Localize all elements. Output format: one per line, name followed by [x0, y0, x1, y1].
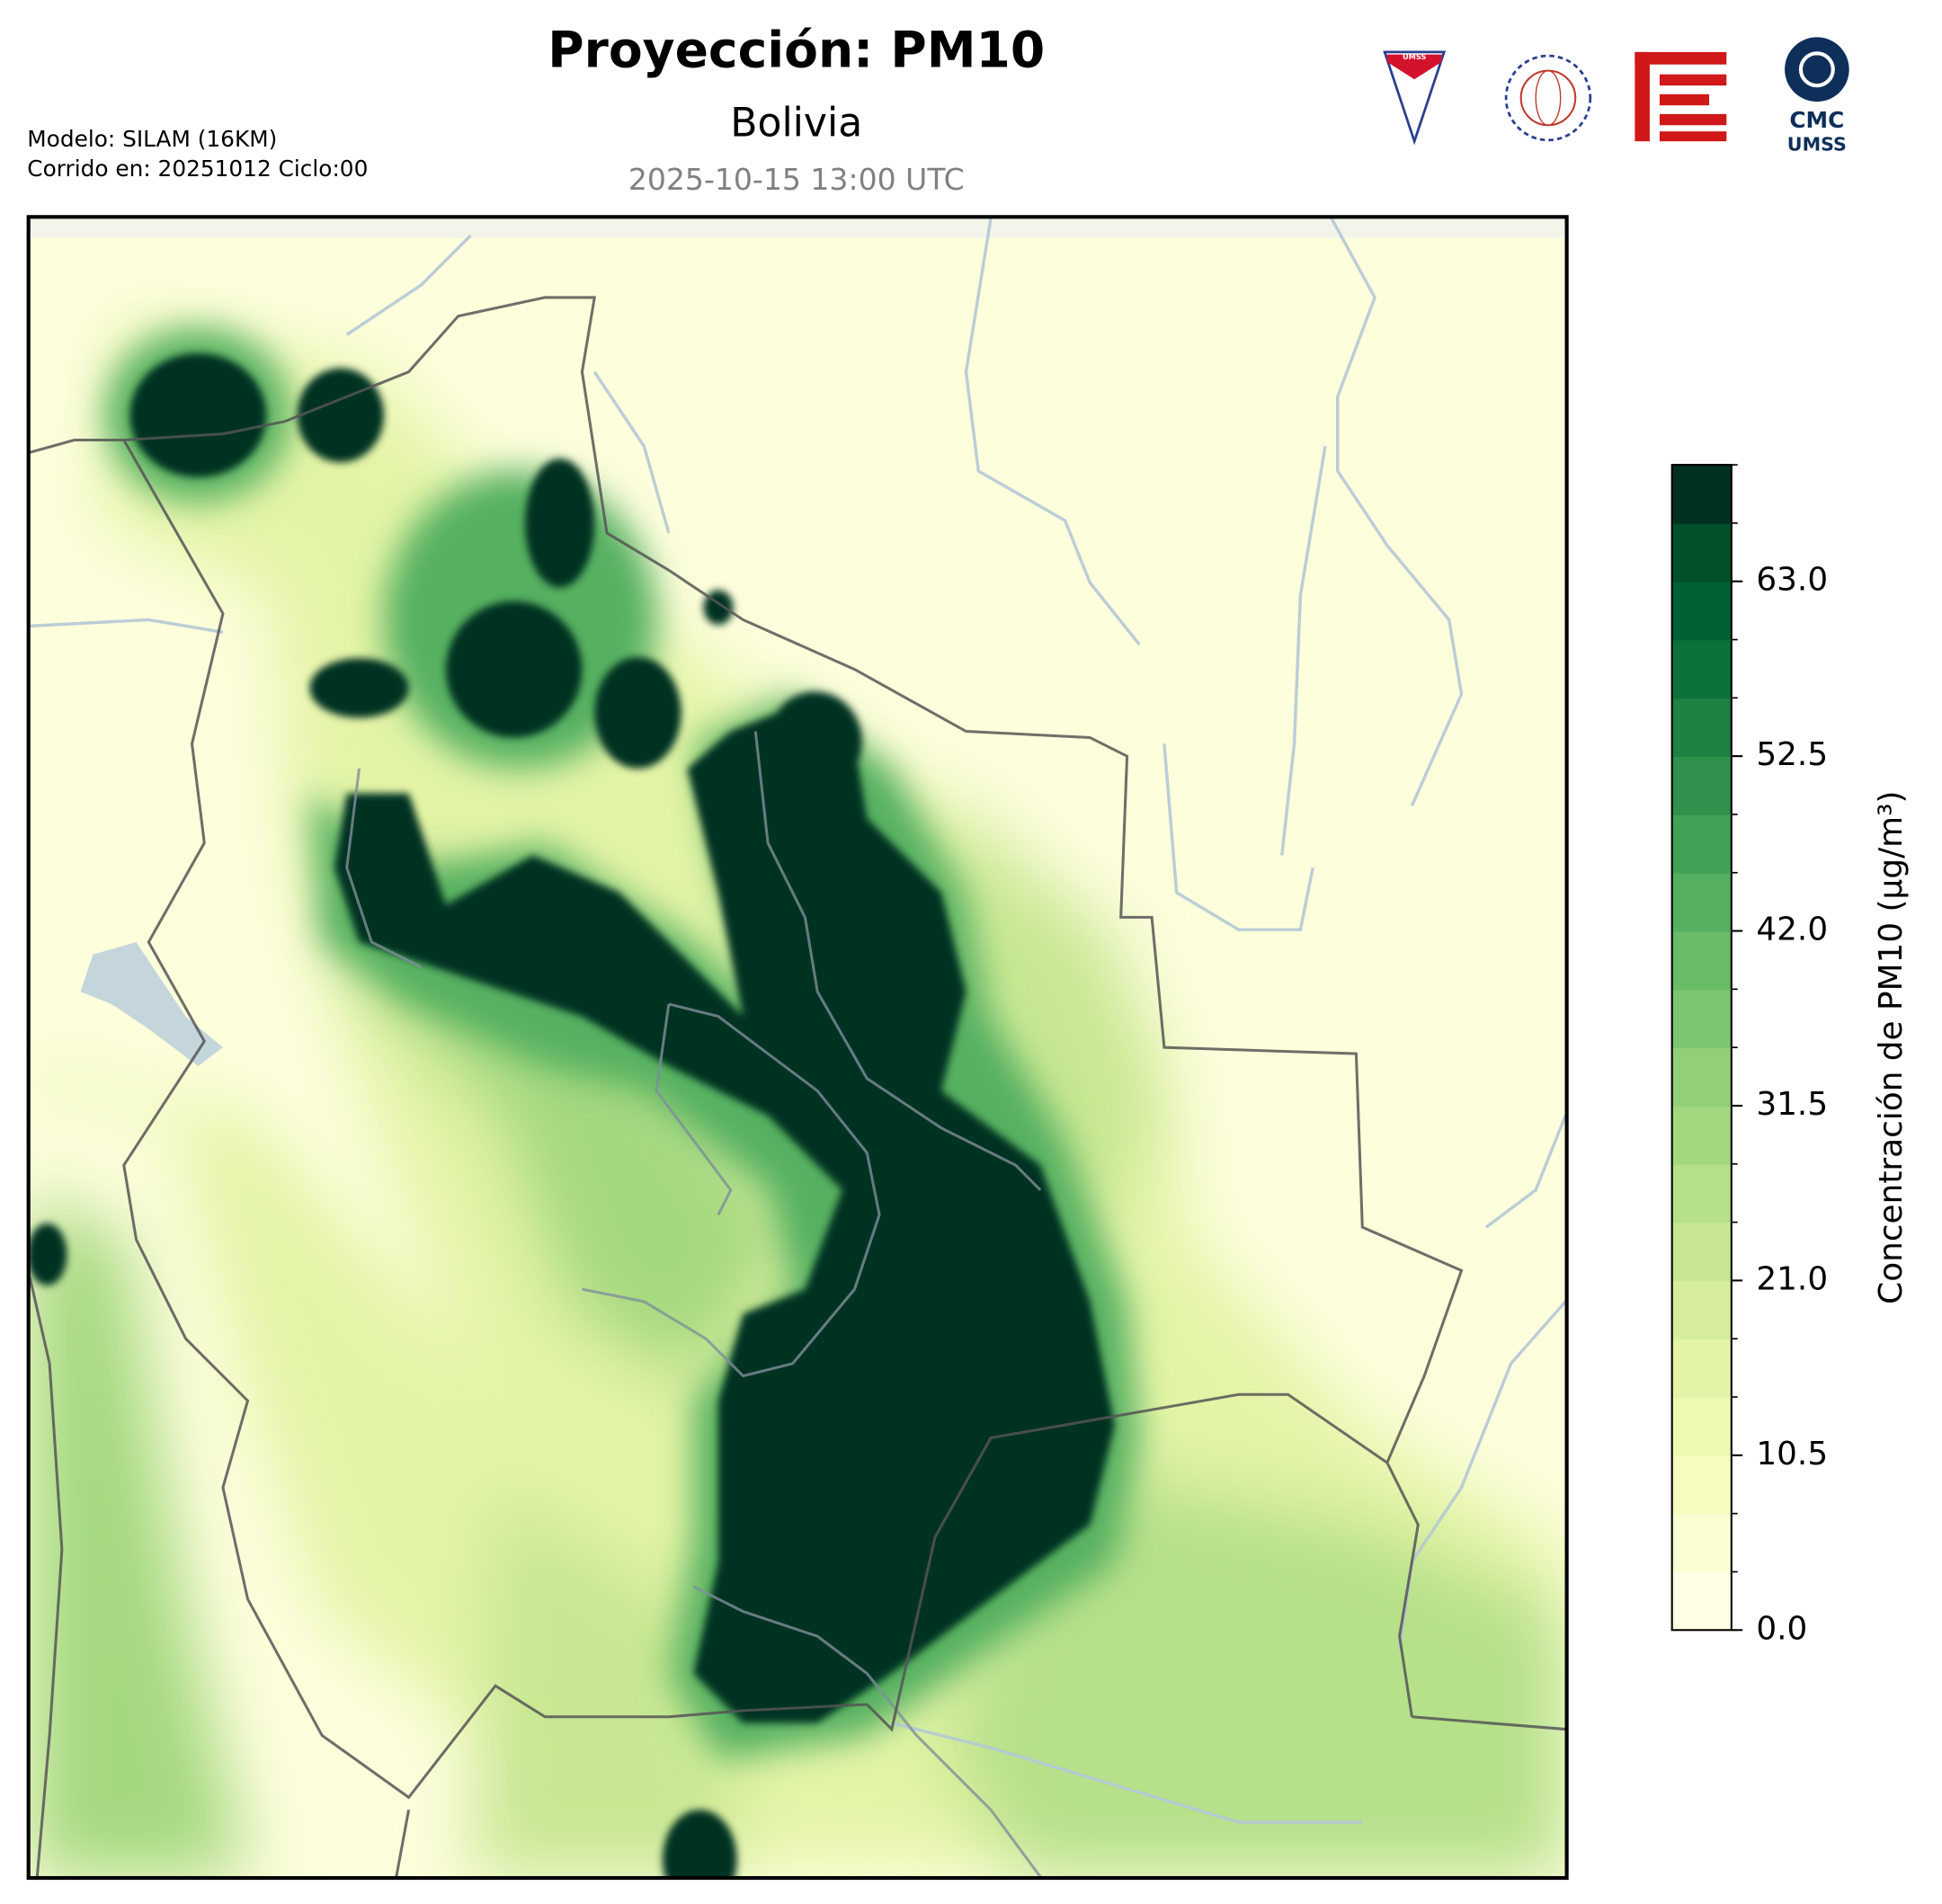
- basin-line: [692, 1585, 1042, 1877]
- river: [1163, 743, 1314, 931]
- field-plume: [334, 706, 1115, 1723]
- timestamp: 2025-10-15 13:00 UTC: [628, 162, 965, 197]
- river: [30, 618, 224, 634]
- lake: [80, 941, 223, 1066]
- logo-umss: UMSS: [1383, 50, 1447, 146]
- field-region: [30, 1189, 248, 1877]
- logo-red-bar: [1659, 93, 1710, 106]
- basin-line: [753, 731, 1042, 1191]
- basin-line: [582, 1002, 881, 1378]
- logo-cmc-gear: [1798, 51, 1835, 88]
- colorbar-band: [1671, 1105, 1732, 1165]
- colorbar-band: [1671, 1339, 1732, 1398]
- field-blob: [297, 368, 385, 463]
- colorbar-band: [1671, 1513, 1732, 1573]
- river: [592, 370, 671, 534]
- field-blob: [445, 601, 583, 738]
- model-info: Modelo: SILAM (16KM): [27, 126, 277, 152]
- country-border: [395, 1809, 411, 1877]
- field-blob: [594, 656, 681, 769]
- logo-shield-band: [1386, 54, 1442, 80]
- field-blob: [768, 691, 862, 791]
- colorbar-band: [1671, 1047, 1732, 1107]
- colorbar-band: [1671, 756, 1732, 815]
- river: [345, 234, 472, 336]
- colorbar-band: [1671, 1222, 1732, 1282]
- model-info: Corrido en: 20251012 Ciclo:00: [27, 156, 368, 182]
- subtitle: Bolivia: [730, 100, 862, 146]
- river: [964, 218, 1141, 646]
- title: Proyección: PM10: [548, 21, 1045, 78]
- logo-fisica: [1504, 54, 1592, 142]
- colorbar-band: [1671, 1571, 1732, 1632]
- colorbar-band: [1671, 1455, 1732, 1515]
- colorbar-label: Concentración de PM10 (μg/m³): [1873, 791, 1910, 1304]
- logo-red-bar: [1659, 74, 1727, 86]
- logo-cmc-text: UMSS: [1787, 133, 1847, 155]
- country-border: [1385, 1462, 1420, 1718]
- colorbar-band: [1671, 1280, 1732, 1340]
- logo-cmc-circle: [1785, 37, 1849, 102]
- basin-line: [655, 1003, 733, 1216]
- colorbar-band: [1671, 872, 1732, 932]
- colorbar-band: [1671, 1397, 1732, 1456]
- logo-red: [1635, 51, 1727, 142]
- colorbar-band: [1671, 639, 1732, 699]
- field-blob: [30, 1223, 67, 1286]
- river: [891, 1722, 1363, 1824]
- field-blob: [129, 352, 267, 477]
- colorbar-band: [1671, 581, 1732, 641]
- river: [1485, 1115, 1566, 1229]
- field-blob: [525, 458, 595, 588]
- river: [1280, 446, 1327, 856]
- colorbar-band: [1671, 930, 1732, 991]
- colorbar-band: [1671, 814, 1732, 874]
- colorbar: 0.0 10.5 21.0 31.5 42.0 52.5 63.0: [1670, 464, 1828, 1647]
- logo-shield-text: UMSS: [1403, 52, 1426, 61]
- colorbar-tick-label: 10.5: [1756, 1436, 1828, 1472]
- basins: [345, 731, 1042, 1877]
- logo-red-bar: [1659, 113, 1727, 126]
- map: [30, 218, 1566, 1877]
- basin-line: [345, 768, 423, 968]
- map-frame: [26, 215, 1569, 1881]
- colorbar-band: [1671, 522, 1732, 583]
- field-blob: [309, 658, 409, 718]
- river: [1330, 218, 1464, 806]
- colorbar-band: [1671, 1163, 1732, 1223]
- logo-fisica-ring: [1504, 54, 1592, 142]
- field-dark: [30, 352, 1115, 1877]
- colorbar-tick-label: 31.5: [1756, 1086, 1828, 1123]
- logo-cmc-text: CMC: [1789, 107, 1844, 133]
- logo-red-bar: [1659, 131, 1727, 142]
- colorbar-band: [1671, 465, 1732, 524]
- logo-red-bar: [1635, 51, 1727, 65]
- logo-shield: [1383, 50, 1447, 146]
- colorbar-tick-label: 42.0: [1756, 912, 1828, 948]
- field-region: [470, 1487, 744, 1877]
- logo-cmc: CMC UMSS: [1785, 37, 1849, 155]
- colorbar-tick-label: 0.0: [1756, 1610, 1807, 1647]
- colorbar-tick-label: 52.5: [1756, 736, 1828, 773]
- map-edge: [30, 218, 1566, 238]
- borders: [30, 296, 1566, 1877]
- country-border: [30, 438, 124, 454]
- country-border: [1412, 1715, 1566, 1731]
- colorbar-band: [1671, 989, 1732, 1049]
- logo-red-bar: [1635, 51, 1650, 142]
- country-border: [30, 1276, 64, 1877]
- colorbar-band: [1671, 698, 1732, 757]
- colorbar-tick-label: 21.0: [1756, 1260, 1828, 1297]
- colorbar-tick-label: 63.0: [1756, 562, 1828, 599]
- logo-fisica-globe: [1535, 69, 1562, 126]
- country-border: [121, 296, 1464, 1800]
- field-blob: [663, 1810, 737, 1877]
